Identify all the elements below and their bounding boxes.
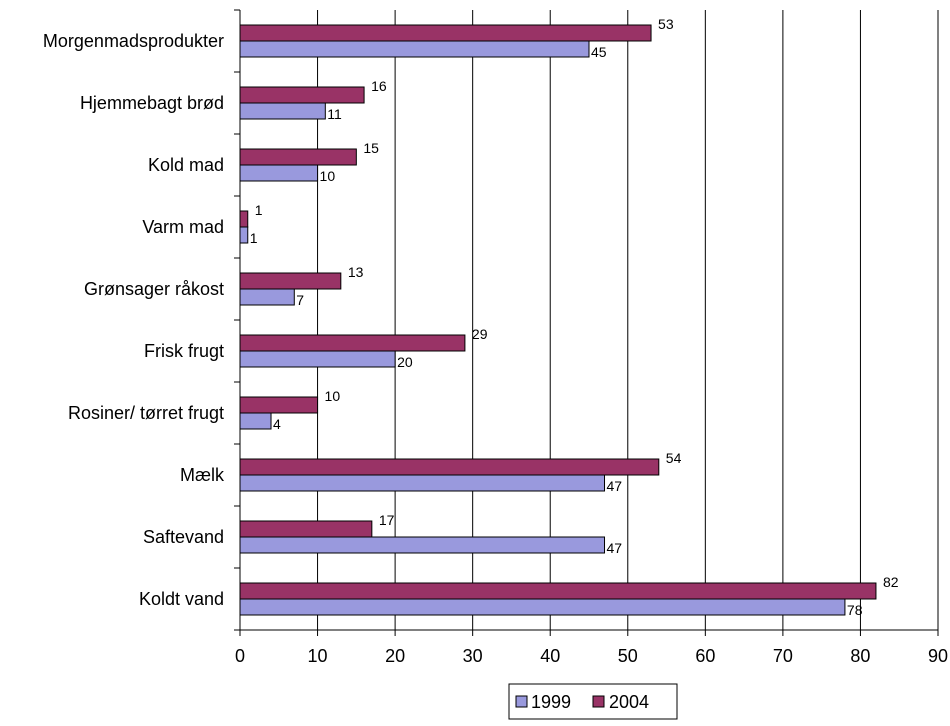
bar-1999: [239, 412, 272, 430]
category-label: Saftevand: [143, 527, 224, 547]
x-tick-label: 90: [928, 646, 948, 666]
data-label-1999: 78: [847, 602, 863, 618]
x-tick-label: 50: [618, 646, 638, 666]
bar-2004: [239, 210, 249, 228]
x-tick-label: 0: [235, 646, 245, 666]
legend-label-2004: 2004: [609, 692, 649, 712]
bar-2004: [239, 582, 877, 600]
bar-2004: [239, 520, 373, 538]
data-label-2004: 54: [666, 450, 682, 466]
bar-2004: [239, 86, 365, 104]
axes: [234, 9, 939, 636]
bar-2004: [239, 272, 342, 290]
gridlines: [317, 10, 939, 630]
legend-swatch-1999: [515, 695, 528, 708]
data-label-2004: 53: [658, 16, 674, 32]
bar-1999: [239, 350, 396, 368]
x-tick-label: 70: [773, 646, 793, 666]
data-label-2004: 17: [379, 512, 395, 528]
category-label: Rosiner/ tørret frugt: [68, 403, 224, 423]
bar-2004: [239, 24, 652, 42]
bar-1999: [239, 102, 326, 120]
category-label: Frisk frugt: [144, 341, 224, 361]
data-label-2004: 13: [348, 264, 364, 280]
bar-2004: [239, 458, 660, 476]
x-tick-label: 60: [695, 646, 715, 666]
x-tick-label: 80: [850, 646, 870, 666]
data-label-1999: 1: [250, 230, 258, 246]
data-label-2004: 16: [371, 78, 387, 94]
category-label: Mælk: [180, 465, 225, 485]
bar-2004: [239, 334, 466, 352]
bar-1999: [239, 226, 249, 244]
bar-2004: [239, 148, 357, 166]
category-label: Kold mad: [148, 155, 224, 175]
category-label: Hjemmebagt brød: [80, 93, 224, 113]
legend-label-1999: 1999: [531, 692, 571, 712]
bar-2004: [239, 396, 319, 414]
data-label-1999: 45: [591, 44, 607, 60]
bar-1999: [239, 536, 606, 554]
x-tick-label: 30: [463, 646, 483, 666]
x-tick-label: 40: [540, 646, 560, 666]
data-label-1999: 10: [320, 168, 336, 184]
bar-1999: [239, 474, 606, 492]
data-label-1999: 7: [296, 292, 304, 308]
legend: 1999 2004: [508, 683, 678, 720]
bar-1999: [239, 164, 319, 182]
category-label: Morgenmadsprodukter: [43, 31, 224, 51]
data-label-1999: 20: [397, 354, 413, 370]
category-label: Koldt vand: [139, 589, 224, 609]
bar-1999: [239, 40, 590, 58]
bar-1999: [239, 598, 846, 616]
legend-swatch-2004: [592, 695, 605, 708]
data-label-1999: 47: [607, 478, 623, 494]
data-label-2004: 1: [255, 202, 263, 218]
category-label: Varm mad: [142, 217, 224, 237]
data-label-1999: 11: [327, 106, 342, 122]
data-label-2004: 15: [363, 140, 379, 156]
category-label: Grønsager råkost: [84, 279, 224, 299]
data-label-2004: 29: [472, 326, 488, 342]
data-label-2004: 10: [325, 388, 341, 404]
data-label-1999: 4: [273, 416, 281, 432]
x-tick-label: 10: [308, 646, 328, 666]
bar-1999: [239, 288, 295, 306]
data-label-1999: 47: [607, 540, 623, 556]
x-tick-label: 20: [385, 646, 405, 666]
data-label-2004: 82: [883, 574, 899, 590]
